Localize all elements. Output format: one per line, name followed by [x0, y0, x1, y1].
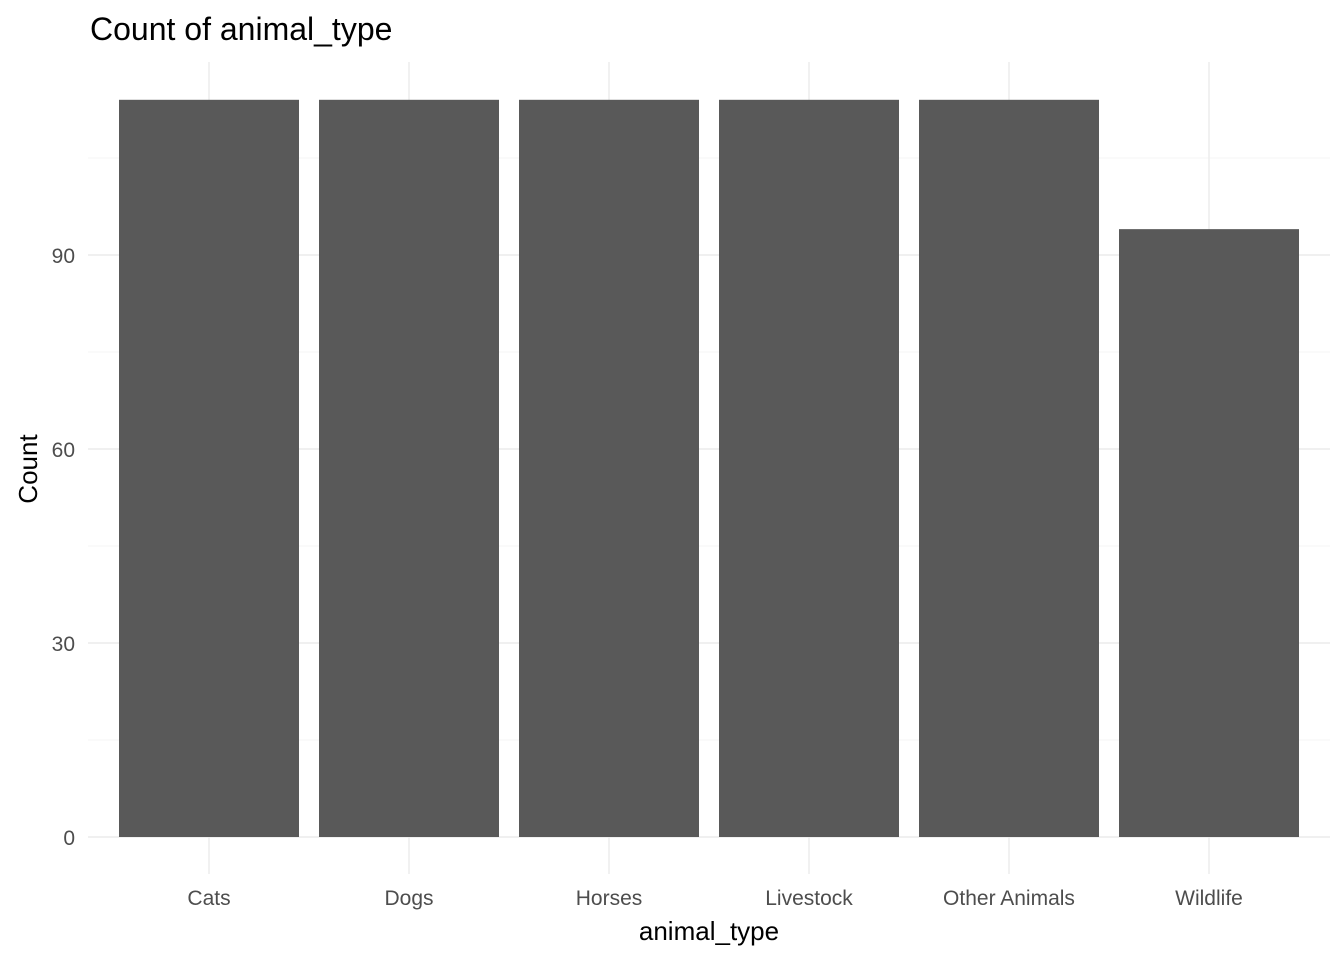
y-tick-label: 90: [52, 245, 75, 268]
bar-wildlife: [1119, 229, 1299, 838]
y-tick-label: 0: [63, 827, 75, 850]
y-tick-label: 30: [52, 633, 75, 656]
chart-title: Count of animal_type: [90, 11, 392, 47]
x-tick-labels: Cats Dogs Horses Livestock Other Animals Wild…: [187, 887, 1242, 910]
y-tick-label: 60: [52, 439, 75, 462]
bar-horses: [519, 99, 699, 837]
x-tick-label: Cats: [187, 887, 230, 910]
x-tick-label: Other Animals: [943, 887, 1075, 910]
bar-other-animals: [919, 99, 1099, 837]
y-axis-title: Count: [13, 434, 43, 504]
y-tick-labels: 0 30 60 90: [52, 245, 75, 850]
bar-cats: [119, 99, 299, 837]
x-axis-title: animal_type: [639, 916, 779, 946]
bars-layer: [119, 99, 1299, 838]
bar-dogs: [319, 99, 499, 837]
x-tick-label: Livestock: [765, 887, 853, 910]
bar-livestock: [719, 99, 899, 837]
x-tick-label: Dogs: [384, 887, 433, 910]
x-tick-label: Horses: [576, 887, 643, 910]
x-tick-label: Wildlife: [1175, 887, 1243, 910]
